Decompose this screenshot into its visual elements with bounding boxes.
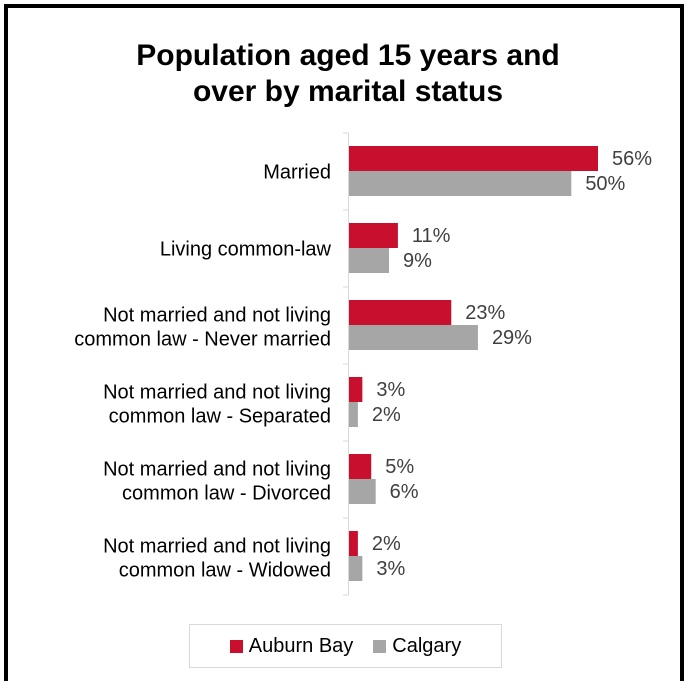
legend-item-calgary: Calgary <box>373 635 461 658</box>
category-label: Married <box>263 162 331 184</box>
data-label: 9% <box>403 250 432 272</box>
category-label-line: common law - Never married <box>74 329 331 351</box>
legend-swatch-auburn-bay <box>229 639 243 653</box>
category-label-line: Married <box>263 162 331 184</box>
data-label: 3% <box>376 379 405 401</box>
chart-frame: Population aged 15 years and over by mar… <box>4 4 684 681</box>
category-label-line: common law - Widowed <box>119 560 331 582</box>
bar-calgary <box>349 479 376 504</box>
category-label-line: Living common-law <box>160 239 332 261</box>
category-label-line: Not married and not living <box>103 382 331 404</box>
category-label: Not married and not living common law - D… <box>103 459 331 505</box>
bar-auburn-bay <box>349 454 372 479</box>
data-label: 50% <box>585 173 625 195</box>
bar-auburn-bay <box>349 531 358 556</box>
category-label-line: Not married and not living <box>103 536 331 558</box>
category-label: Not married and not living common law - W… <box>103 536 331 582</box>
bar-calgary <box>349 556 363 581</box>
bar-auburn-bay <box>349 146 598 171</box>
chart-title-line-2: over by marital status <box>192 75 504 108</box>
bar-auburn-bay <box>349 377 363 402</box>
data-label: 29% <box>492 327 532 349</box>
legend: Auburn Bay Calgary <box>189 624 502 668</box>
data-label: 3% <box>376 558 405 580</box>
category-label-line: common law - Divorced <box>122 483 331 505</box>
data-label: 6% <box>390 481 419 503</box>
legend-label-auburn-bay: Auburn Bay <box>248 634 354 657</box>
bar-auburn-bay <box>349 300 452 325</box>
bar-calgary <box>349 402 358 427</box>
legend-label-calgary: Calgary <box>392 634 462 657</box>
bar-auburn-bay <box>349 223 398 248</box>
data-label: 2% <box>372 533 401 555</box>
data-label: 11% <box>412 225 451 247</box>
category-label: Living common-law <box>160 239 332 261</box>
category-label: Not married and not living common law - S… <box>103 382 331 428</box>
data-label: 5% <box>385 456 414 478</box>
category-label: Not married and not living common law - N… <box>74 305 331 351</box>
category-label-line: Not married and not living <box>103 305 331 327</box>
category-label-line: common law - Separated <box>109 406 331 428</box>
chart-title-line-1: Population aged 15 years and <box>136 39 560 72</box>
category-label-line: Not married and not living <box>103 459 331 481</box>
bar-calgary <box>349 171 572 196</box>
legend-item-auburn-bay: Auburn Bay <box>229 634 354 658</box>
chart-title: Population aged 15 years and over by mar… <box>8 38 688 110</box>
data-label: 2% <box>372 404 401 426</box>
bar-calgary <box>349 325 478 350</box>
data-label: 23% <box>465 302 505 324</box>
bar-calgary <box>349 248 390 273</box>
legend-swatch-calgary <box>373 639 387 653</box>
data-label: 56% <box>612 148 652 170</box>
